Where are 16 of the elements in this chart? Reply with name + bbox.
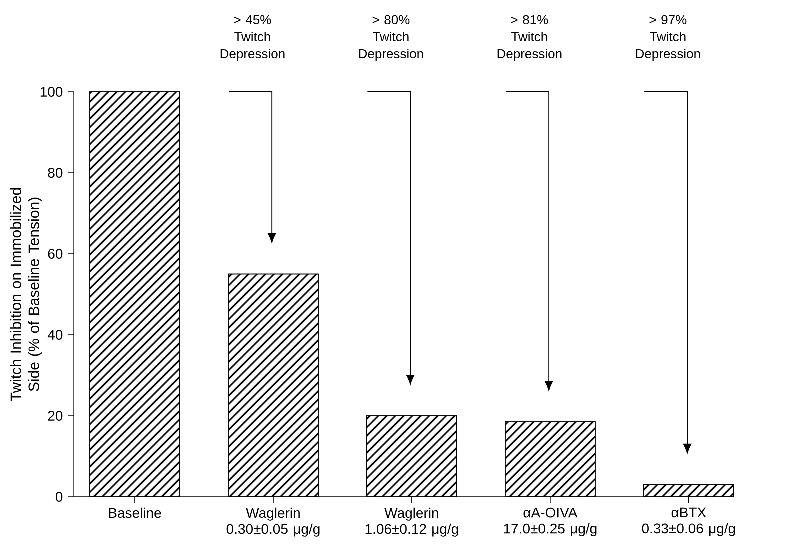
y-axis-title: Twitch Inhibition on Immobilized Side (% of Baseline Tension) [10,188,42,402]
text: > 80% Twitch Depression [359,15,424,62]
y-tick-label: 0 [56,492,63,502]
text: > 81% Twitch Depression [498,15,562,62]
x-tick-label: αA-OIVA 17.0±0.25 μg/g [504,508,597,537]
y-tick-label: 80 [48,168,63,178]
y-tick-label: 100 [40,87,63,97]
x-tick-label: αBTX 0.33±0.06 μg/g [642,508,736,536]
text: > 45% Twitch Depression [220,15,285,62]
x-tick-label: Waglerin 0.30±0.05 μg/g [226,508,320,537]
text: > 97% Twitch Depression [636,15,700,62]
x-tick-label: Waglerin 1.06±0.12 μg/g [366,508,458,537]
x-tick-label: Baseline [109,508,162,518]
y-tick-label: 60 [48,249,63,259]
y-tick-label: 20 [48,411,63,421]
y-tick-label: 40 [48,330,63,340]
